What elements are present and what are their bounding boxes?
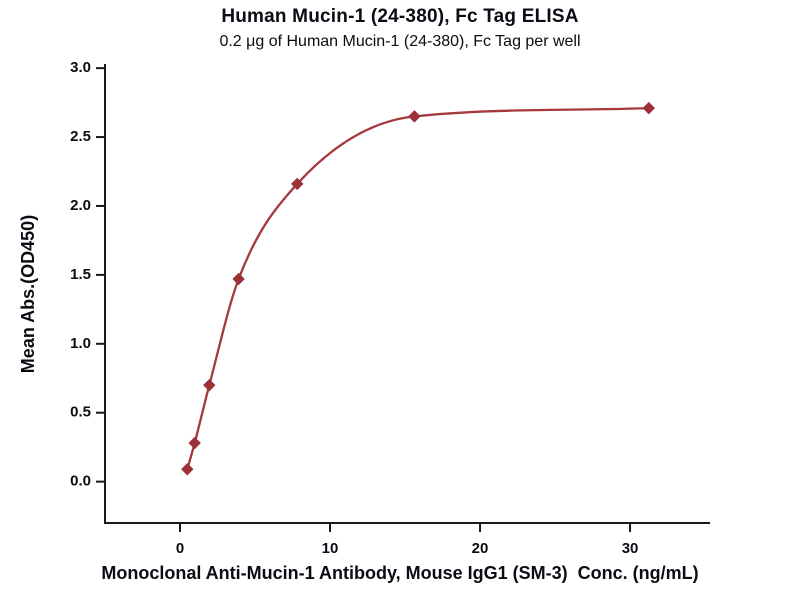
- y-tick-label: 2.0: [70, 197, 91, 214]
- data-point-marker: [408, 110, 421, 123]
- page-title: Human Mucin-1 (24-380), Fc Tag ELISA: [221, 6, 579, 27]
- y-tick-label: 0.5: [70, 404, 91, 421]
- fit-curve-path: [186, 106, 650, 471]
- chart-subtitle: 0.2 μg of Human Mucin-1 (24-380), Fc Tag…: [219, 33, 581, 50]
- y-tick-label: 2.5: [70, 128, 91, 145]
- data-point-marker: [188, 436, 201, 450]
- axes: 0.0 0.5 1.0 1.5 2.0 2.5 3.0 0 10 20 30: [70, 59, 710, 557]
- data-point-marker: [232, 272, 245, 286]
- data-point-marker: [181, 463, 194, 476]
- y-tick-label: 1.5: [70, 266, 91, 283]
- fit-curve: [186, 106, 650, 471]
- x-tick-label: 20: [472, 540, 489, 557]
- x-tick-label: 10: [322, 540, 339, 557]
- data-point-marker: [642, 101, 656, 115]
- data-point-marker: [203, 378, 216, 392]
- x-tick-label: 0: [176, 540, 184, 557]
- x-tick-label: 30: [622, 540, 639, 557]
- y-tick-label: 1.0: [70, 335, 91, 352]
- y-tick-label: 3.0: [70, 59, 91, 76]
- data-points: [181, 101, 656, 476]
- y-axis-title: Mean Abs.(OD450): [18, 214, 38, 374]
- y-tick-label: 0.0: [70, 473, 91, 490]
- x-axis-title: Monoclonal Anti-Mucin-1 Antibody, Mouse …: [101, 563, 699, 583]
- data-point-marker: [291, 177, 304, 191]
